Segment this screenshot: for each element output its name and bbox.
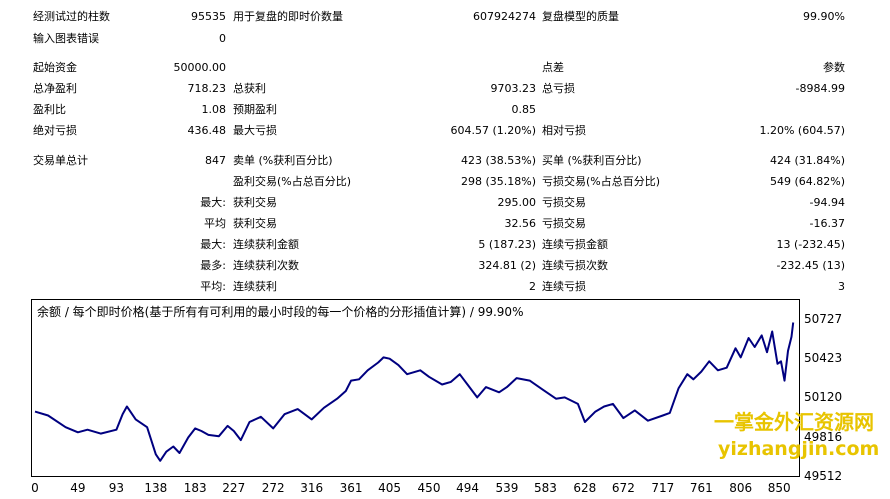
spread-label: 点差: [542, 61, 564, 74]
mismatch-value: 0: [219, 32, 226, 45]
max-consec-losses-label: 连续亏损金额: [542, 238, 608, 251]
expected-payoff-value: 0.85: [511, 103, 537, 116]
balance-chart-plot: [34, 322, 795, 462]
short-trades-value: 423 (38.53%): [460, 154, 536, 167]
avg-consec-losses-label: 连续亏损: [542, 280, 586, 293]
abs-drawdown-label: 绝对亏损: [33, 124, 77, 137]
x-tick-label: 761: [689, 481, 713, 495]
x-tick-label: 583: [534, 481, 557, 495]
x-tick-label: 450: [417, 481, 441, 495]
long-trades-label: 买单 (%获利百分比): [542, 154, 642, 167]
x-tick-label: 628: [573, 481, 597, 495]
y-tick-label: 50120: [804, 390, 843, 405]
net-profit-label: 总净盈利: [33, 82, 77, 95]
x-tick-label: 361: [339, 481, 363, 495]
loss-trades-value: 549 (64.82%): [769, 175, 845, 188]
x-tick-label: 850: [767, 481, 791, 495]
watermark-url: yizhangjin.com: [718, 438, 880, 460]
maximal-consec-profit-label: 连续获利次数: [233, 259, 299, 272]
quality-label: 复盘模型的质量: [542, 10, 619, 23]
x-tick-label: 806: [729, 481, 753, 495]
gross-loss-value: -8984.99: [795, 82, 845, 95]
spread-value: 参数: [823, 61, 845, 74]
deposit-value: 50000.00: [173, 61, 227, 74]
x-tick-label: 316: [300, 481, 324, 495]
balance-chart: 余额 / 每个即时价格(基于所有有可利用的最小时段的每一个价格的分形插值计算) …: [31, 299, 800, 477]
bars-tested-label: 经测试过的柱数: [33, 10, 110, 23]
avg-profit-label: 获利交易: [233, 217, 277, 230]
x-tick-label: 539: [495, 481, 519, 495]
avg-consec-losses-value: 3: [838, 280, 845, 293]
maximal-consec-loss-value: -232.45 (13): [776, 259, 845, 272]
avg-consec-wins-label: 连续获利: [233, 280, 277, 293]
x-tick-label: 405: [378, 481, 402, 495]
y-tick-label: 50423: [804, 351, 843, 366]
chart-title: 余额 / 每个即时价格(基于所有有可利用的最小时段的每一个价格的分形插值计算) …: [37, 305, 524, 319]
maximal-consec-loss-label: 连续亏损次数: [542, 259, 608, 272]
x-tick-label: 717: [651, 481, 675, 495]
largest-profit-value: 295.00: [497, 196, 537, 209]
gross-profit-value: 9703.23: [490, 82, 537, 95]
avg-loss-label: 亏损交易: [542, 217, 586, 230]
avg-consec-prefix: 平均:: [200, 280, 226, 293]
expected-payoff-label: 预期盈利: [233, 103, 277, 116]
ticks-label: 用于复盘的即时价数量: [233, 10, 343, 23]
max-drawdown-label: 最大亏损: [233, 124, 277, 137]
loss-trades-label: 亏损交易(%占总百分比): [542, 175, 661, 188]
max-consec-wins-value: 5 (187.23): [478, 238, 536, 251]
profit-trades-label: 盈利交易(%占总百分比): [233, 175, 352, 188]
y-tick-label: 49512: [804, 469, 843, 483]
y-tick-label: 50727: [804, 312, 843, 326]
largest-loss-label: 亏损交易: [542, 196, 586, 209]
y-tick-label: 49816: [804, 429, 843, 444]
x-tick-label: 0: [31, 481, 39, 495]
profit-trades-value: 298 (35.18%): [460, 175, 536, 188]
x-tick-label: 183: [183, 481, 207, 495]
avg-loss-value: -16.37: [809, 217, 845, 230]
x-tick-label: 49: [70, 481, 86, 495]
profit-factor-value: 1.08: [201, 103, 227, 116]
maximal-prefix: 最多:: [200, 259, 226, 272]
max-drawdown-value: 604.57 (1.20%): [450, 124, 536, 137]
abs-drawdown-value: 436.48: [187, 124, 227, 137]
x-tick-label: 93: [108, 481, 125, 495]
profit-factor-label: 盈利比: [33, 103, 66, 116]
x-tick-label: 227: [222, 481, 246, 495]
average-prefix: 平均: [204, 217, 226, 230]
avg-profit-value: 32.56: [504, 217, 537, 230]
bars-tested-value: 95535: [191, 10, 226, 23]
gross-loss-label: 总亏损: [542, 82, 575, 95]
ticks-value: 607924274: [473, 10, 536, 23]
mismatch-label: 输入图表错误: [33, 32, 99, 45]
x-tick-label: 138: [144, 481, 168, 495]
rel-drawdown-value: 1.20% (604.57): [759, 124, 845, 137]
largest-loss-value: -94.94: [809, 196, 845, 209]
balance-series-line: [34, 322, 795, 462]
total-trades-value: 847: [205, 154, 226, 167]
avg-consec-wins-value: 2: [529, 280, 536, 293]
x-tick-label: 494: [456, 481, 479, 495]
rel-drawdown-label: 相对亏损: [542, 124, 586, 137]
maximal-consec-profit-value: 324.81 (2): [478, 259, 536, 272]
watermark-text: 一掌金外汇资源网: [714, 410, 874, 434]
x-tick-label: 272: [261, 481, 285, 495]
largest-profit-label: 获利交易: [233, 196, 277, 209]
x-tick-label: 672: [611, 481, 635, 495]
largest-prefix: 最大:: [200, 196, 226, 209]
max-consec-prefix: 最大:: [200, 238, 226, 251]
long-trades-value: 424 (31.84%): [769, 154, 845, 167]
short-trades-label: 卖单 (%获利百分比): [233, 154, 333, 167]
deposit-label: 起始资金: [33, 61, 77, 74]
quality-value: 99.90%: [803, 10, 845, 23]
total-trades-label: 交易单总计: [33, 154, 88, 167]
max-consec-wins-label: 连续获利金额: [233, 238, 299, 251]
net-profit-value: 718.23: [187, 82, 227, 95]
gross-profit-label: 总获利: [233, 82, 266, 95]
max-consec-losses-value: 13 (-232.45): [776, 238, 845, 251]
